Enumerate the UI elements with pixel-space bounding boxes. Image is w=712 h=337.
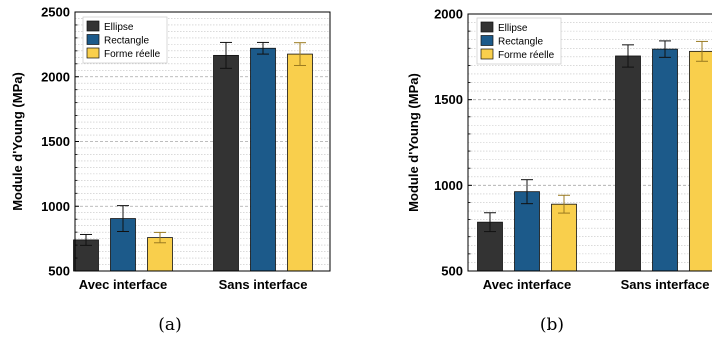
legend-label-rectangle: Rectangle — [498, 37, 543, 48]
y-tick-label: 500 — [48, 264, 70, 279]
error-bar-forme-r-elle-sans-interface — [696, 40, 708, 62]
error-bar-rectangle-avec-interface — [521, 179, 533, 205]
legend-label-ellipse: Ellipse — [104, 22, 134, 33]
y-tick-label: 2500 — [41, 5, 70, 20]
error-bar-ellipse-avec-interface — [484, 212, 496, 233]
y-axis-title: Module d'Young (MPa) — [10, 72, 25, 211]
error-bar-rectangle-sans-interface — [659, 40, 671, 58]
legend-swatch-forme-r-elle — [480, 48, 494, 60]
legend-label-rectangle: Rectangle — [104, 36, 149, 47]
legend-swatch-ellipse — [480, 21, 494, 33]
y-tick-label: 2000 — [434, 7, 463, 22]
legend-label-forme-r-elle: Forme réelle — [498, 50, 555, 61]
error-bar-rectangle-avec-interface — [117, 205, 129, 233]
panel-caption: (b) — [540, 315, 564, 335]
error-bar-ellipse-avec-interface — [80, 233, 92, 246]
error-bar-forme-r-elle-avec-interface — [558, 194, 570, 214]
error-bar-ellipse-sans-interface — [622, 44, 634, 68]
legend-swatch-rectangle — [480, 35, 494, 46]
legend: Ellipse Rectangle Forme réelle — [476, 17, 562, 65]
bar-forme-r-elle-avec-interface — [551, 203, 577, 272]
error-bar-forme-r-elle-sans-interface — [294, 42, 306, 66]
legend: Ellipse Rectangle Forme réelle — [82, 16, 168, 64]
y-tick-label: 1500 — [434, 92, 463, 107]
bar-rectangle-avec-interface — [514, 191, 540, 272]
legend-label-ellipse: Ellipse — [498, 23, 528, 34]
plot-frame — [467, 13, 712, 272]
error-bar-forme-r-elle-avec-interface — [154, 231, 166, 244]
chart-panel-b: 500 1000 1500 2000 Avec interface Sans interf… — [406, 7, 712, 335]
x-tick-label-avec-interface: Avec interface — [79, 277, 167, 292]
bar-rectangle-sans-interface — [250, 47, 276, 272]
bar-forme-r-elle-sans-interface — [689, 50, 712, 272]
y-tick-label: 1500 — [41, 134, 70, 149]
legend-swatch-ellipse — [86, 20, 100, 32]
bar-ellipse-sans-interface — [615, 55, 641, 272]
x-tick-label-sans-interface: Sans interface — [621, 277, 710, 292]
bar-ellipse-sans-interface — [213, 54, 239, 272]
legend-swatch-forme-r-elle — [86, 47, 100, 59]
chart-panel-a: 500 1000 1500 2000 2500 Avec interface Sans in… — [10, 5, 331, 335]
error-bar-ellipse-sans-interface — [220, 41, 232, 69]
legend-label-forme-r-elle: Forme réelle — [104, 49, 161, 60]
y-tick-label: 2000 — [41, 69, 70, 84]
y-tick-label: 500 — [441, 264, 463, 279]
panel-caption: (a) — [158, 315, 181, 335]
bar-forme-r-elle-sans-interface — [287, 53, 313, 272]
bar-rectangle-sans-interface — [652, 48, 678, 272]
x-tick-label-sans-interface: Sans interface — [219, 277, 308, 292]
legend-swatch-rectangle — [86, 34, 100, 45]
y-tick-label: 1000 — [41, 199, 70, 214]
y-tick-label: 1000 — [434, 178, 463, 193]
y-axis-title: Module d'Young (MPa) — [406, 73, 421, 212]
error-bar-rectangle-sans-interface — [257, 41, 269, 55]
x-tick-label-avec-interface: Avec interface — [483, 277, 571, 292]
